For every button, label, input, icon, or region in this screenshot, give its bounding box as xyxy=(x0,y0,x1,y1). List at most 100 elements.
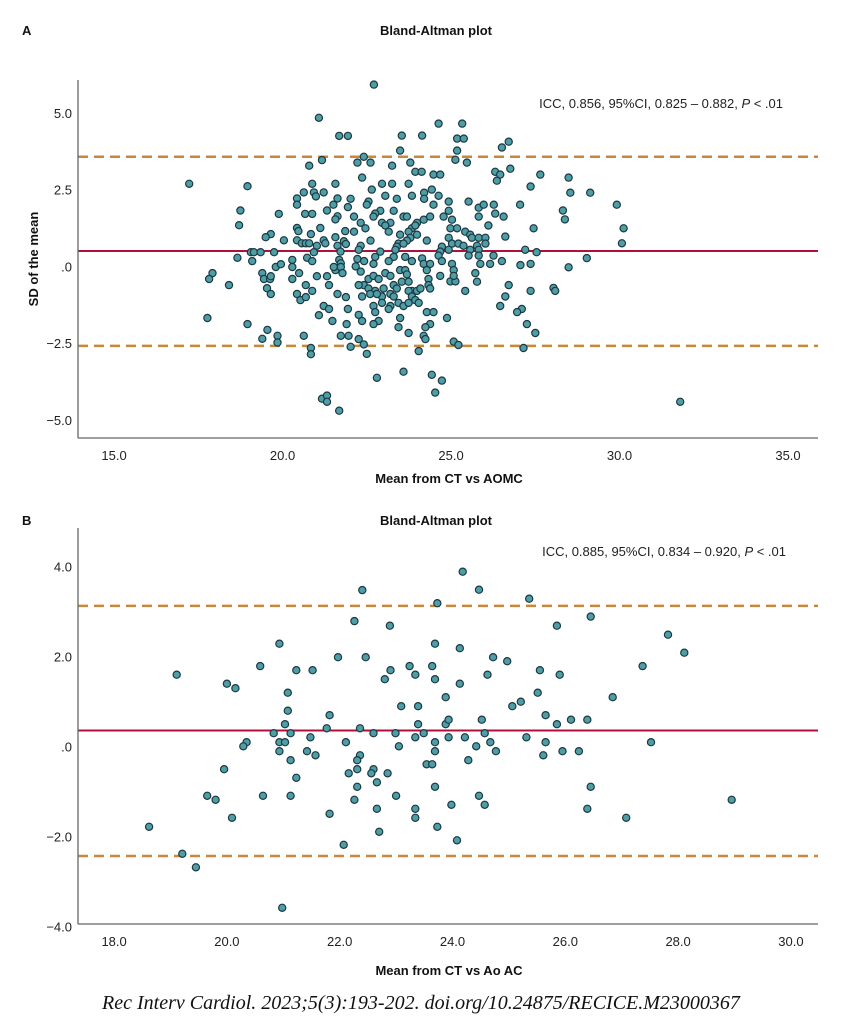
data-point xyxy=(377,179,387,188)
data-point xyxy=(676,397,685,406)
data-point xyxy=(311,751,320,760)
data-point xyxy=(387,179,397,188)
data-point xyxy=(299,188,308,197)
data-point xyxy=(322,397,332,406)
data-point xyxy=(256,661,265,671)
data-point xyxy=(552,621,562,630)
data-point xyxy=(283,688,292,697)
panel-letter: B xyxy=(22,513,31,528)
data-point xyxy=(359,152,368,161)
data-point xyxy=(407,256,417,266)
data-point xyxy=(357,316,367,326)
data-point xyxy=(439,212,448,221)
data-point xyxy=(452,224,462,233)
data-point xyxy=(411,221,420,230)
data-point xyxy=(354,334,363,344)
data-point xyxy=(302,747,312,756)
data-point xyxy=(434,191,443,200)
data-point xyxy=(566,188,575,197)
data-point xyxy=(280,720,290,729)
icc-annotation: ICC, 0.856, 95%CI, 0.825 – 0.882, P < .0… xyxy=(539,96,783,111)
data-point xyxy=(329,262,338,272)
data-point xyxy=(433,822,442,832)
data-point xyxy=(375,827,384,837)
data-point xyxy=(451,155,460,164)
x-tick-label: 18.0 xyxy=(101,934,126,949)
data-point xyxy=(434,119,443,128)
data-point xyxy=(234,220,244,230)
y-tick-label: 2.0 xyxy=(54,650,72,665)
data-point xyxy=(419,729,428,738)
x-tick-label: 25.0 xyxy=(438,448,463,463)
data-point xyxy=(203,313,212,323)
y-tick-label: 2.5 xyxy=(54,183,72,198)
data-point xyxy=(286,791,295,801)
data-point xyxy=(489,251,498,260)
data-point xyxy=(472,277,482,286)
data-point xyxy=(172,670,181,679)
data-point xyxy=(280,738,290,747)
data-point xyxy=(496,301,505,311)
data-point xyxy=(202,791,212,801)
data-point xyxy=(414,298,423,308)
data-point xyxy=(359,256,369,266)
data-point xyxy=(301,292,310,302)
data-point xyxy=(499,212,508,221)
data-point xyxy=(429,307,438,317)
data-point xyxy=(402,270,412,279)
data-point xyxy=(407,191,417,200)
data-point xyxy=(464,197,473,206)
panel-letter: A xyxy=(22,23,32,38)
data-point xyxy=(488,653,498,662)
data-point xyxy=(353,756,362,765)
data-point xyxy=(506,164,515,173)
data-point xyxy=(501,292,510,301)
data-point xyxy=(371,252,380,262)
data-point xyxy=(458,119,467,128)
data-point xyxy=(353,158,362,167)
data-point xyxy=(372,373,382,382)
data-point xyxy=(539,751,548,760)
data-point xyxy=(431,388,440,397)
data-point xyxy=(276,260,286,269)
data-point xyxy=(322,272,332,281)
data-point xyxy=(663,630,673,639)
data-point xyxy=(356,267,365,276)
data-point xyxy=(211,795,220,805)
data-point xyxy=(353,782,362,792)
data-point xyxy=(526,259,535,269)
data-point xyxy=(342,319,351,329)
data-point xyxy=(362,200,371,209)
data-point xyxy=(437,376,447,385)
data-point xyxy=(384,227,393,236)
icc-annotation: ICC, 0.885, 95%CI, 0.834 – 0.920, P < .0… xyxy=(542,544,786,559)
data-point xyxy=(441,693,450,702)
data-point xyxy=(461,286,470,296)
data-point xyxy=(484,221,493,230)
data-point xyxy=(460,733,470,742)
data-point xyxy=(266,272,275,281)
data-point xyxy=(333,194,342,203)
data-point xyxy=(324,304,334,314)
data-point xyxy=(480,729,489,738)
data-point xyxy=(374,274,383,284)
data-point xyxy=(286,756,295,765)
data-point xyxy=(444,733,453,742)
data-point xyxy=(204,274,214,284)
data-point xyxy=(425,259,435,269)
data-point xyxy=(532,247,541,257)
data-point xyxy=(308,666,317,675)
data-point xyxy=(392,194,401,203)
data-point xyxy=(486,738,495,747)
data-point xyxy=(336,247,345,256)
data-point xyxy=(419,194,429,203)
data-point xyxy=(425,212,435,221)
data-point xyxy=(491,747,501,756)
data-point xyxy=(367,769,376,778)
data-point xyxy=(399,239,408,248)
data-point xyxy=(353,254,362,264)
data-point xyxy=(467,233,477,242)
data-point xyxy=(404,328,413,338)
data-point xyxy=(322,724,331,733)
data-point xyxy=(269,247,279,257)
